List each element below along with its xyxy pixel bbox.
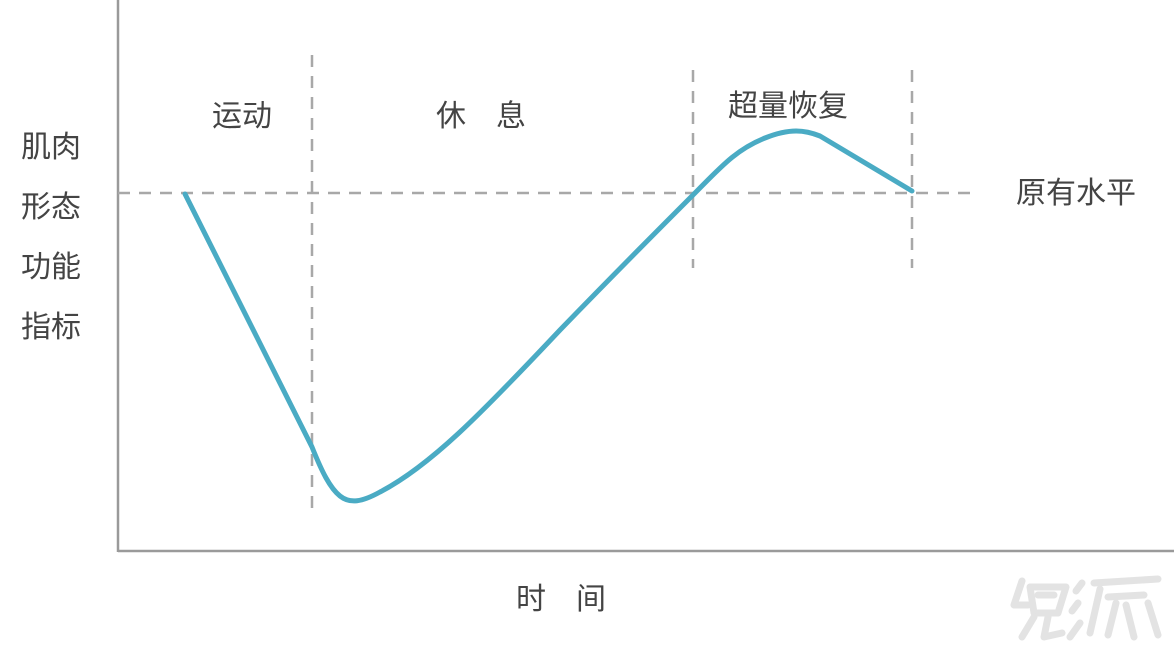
phase-label-supercompensation: 超量恢复: [728, 89, 848, 124]
y-axis-label: 肌肉 形态 功能 指标: [21, 118, 81, 358]
x-axis-label: 时 间: [516, 582, 606, 617]
baseline-label: 原有水平: [1016, 176, 1136, 211]
y-axis-label-line: 形态: [21, 190, 81, 225]
recovery-curve: [182, 128, 915, 504]
brand-logo-watermark-icon: [1010, 575, 1162, 641]
y-axis-label-line: 肌肉: [21, 130, 81, 165]
y-axis-label-line: 功能: [21, 250, 81, 285]
phase-label-exercise: 运动: [212, 99, 272, 134]
phase-label-rest: 休 息: [436, 99, 526, 134]
y-axis-label-line: 指标: [21, 310, 81, 345]
